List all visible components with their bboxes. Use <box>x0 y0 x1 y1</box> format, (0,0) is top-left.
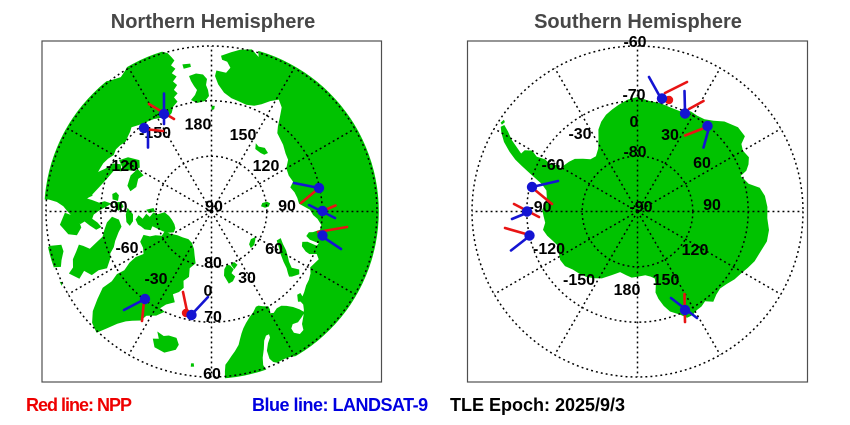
svg-text:-60: -60 <box>623 34 646 51</box>
svg-text:-30: -30 <box>568 126 591 143</box>
svg-text:-70: -70 <box>622 87 645 104</box>
svg-text:Northern Hemisphere: Northern Hemisphere <box>111 11 316 33</box>
svg-text:Southern Hemisphere: Southern Hemisphere <box>534 11 742 33</box>
svg-text:-120: -120 <box>533 241 565 258</box>
svg-text:TLE Epoch: 2025/9/3: TLE Epoch: 2025/9/3 <box>450 395 625 415</box>
svg-text:120: 120 <box>682 242 709 259</box>
svg-text:80: 80 <box>204 255 222 272</box>
svg-text:90: 90 <box>205 198 223 215</box>
svg-text:-90: -90 <box>629 199 652 216</box>
svg-text:-60: -60 <box>541 157 564 174</box>
svg-text:120: 120 <box>253 158 280 175</box>
svg-text:-120: -120 <box>106 158 138 175</box>
svg-text:0: 0 <box>630 114 639 131</box>
svg-text:60: 60 <box>693 155 711 172</box>
svg-text:70: 70 <box>204 309 222 326</box>
svg-text:150: 150 <box>653 272 680 289</box>
svg-text:-90: -90 <box>104 199 127 216</box>
svg-text:90: 90 <box>278 198 296 215</box>
svg-text:90: 90 <box>703 197 721 214</box>
svg-text:-80: -80 <box>623 144 646 161</box>
svg-text:Blue line: LANDSAT-9: Blue line: LANDSAT-9 <box>252 395 428 415</box>
svg-text:30: 30 <box>238 270 256 287</box>
svg-text:-30: -30 <box>144 271 167 288</box>
svg-text:60: 60 <box>203 366 221 383</box>
svg-text:150: 150 <box>230 127 257 144</box>
svg-text:30: 30 <box>661 127 679 144</box>
svg-text:180: 180 <box>185 116 212 133</box>
svg-text:-150: -150 <box>563 272 595 289</box>
svg-text:180: 180 <box>614 282 641 299</box>
svg-text:60: 60 <box>265 241 283 258</box>
svg-text:Red line: NPP: Red line: NPP <box>26 395 132 415</box>
svg-text:-90: -90 <box>528 199 551 216</box>
svg-text:0: 0 <box>204 283 213 300</box>
svg-text:-60: -60 <box>115 240 138 257</box>
